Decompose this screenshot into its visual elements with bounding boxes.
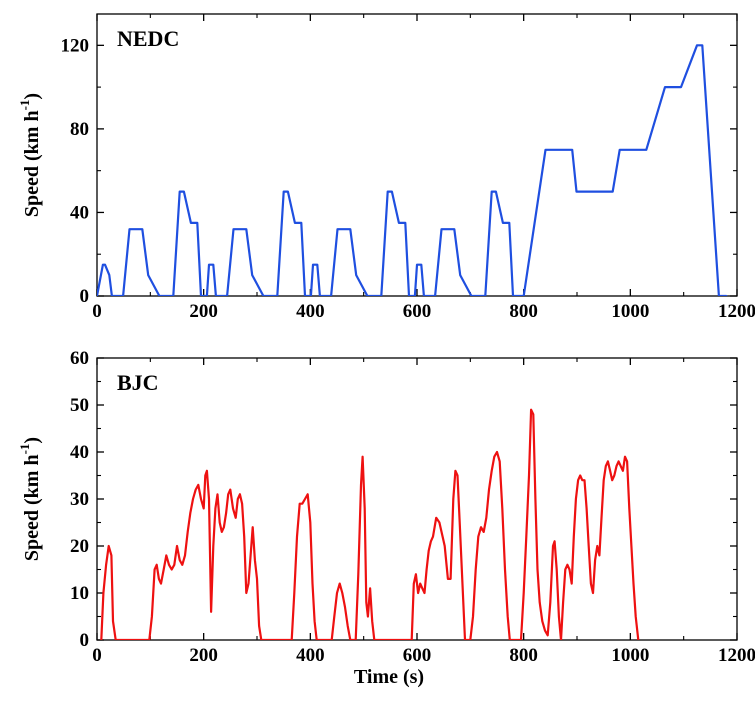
y-axis-label-close: ) — [21, 93, 43, 100]
x-tick-label: 400 — [296, 301, 325, 322]
y-tick-label: 0 — [80, 630, 90, 651]
y-axis-label: Speed (km h-1) — [17, 93, 43, 217]
y-axis-label-superscript: -1 — [17, 100, 32, 111]
y-axis-label-main: Speed (km h — [21, 454, 43, 561]
y-tick-label: 120 — [61, 35, 90, 56]
series-line-0 — [100, 408, 640, 640]
panel-title: BJC — [117, 370, 159, 395]
panel-nedc: 0 200 400 600 800 1000 1200 0 40 80 120 NEDC Speed (… — [17, 13, 755, 322]
y-tick-label: 40 — [70, 442, 89, 463]
x-tick-label: 0 — [92, 301, 102, 322]
x-tick-label: 1200 — [718, 301, 755, 322]
x-axis-label: Time (s) — [354, 666, 424, 688]
y-tick-label: 20 — [70, 536, 89, 557]
x-tick-label: 800 — [509, 301, 538, 322]
x-tick-label: 1000 — [611, 301, 649, 322]
x-tick-label: 200 — [189, 301, 218, 322]
y-tick-label: 60 — [70, 348, 89, 369]
x-tick-label: 400 — [296, 645, 325, 666]
panel-bjc: 0 200 400 600 800 1000 1200 0 10 20 30 40 50 60 BJC Spe… — [17, 348, 755, 688]
x-tick-label: 1000 — [611, 645, 649, 666]
y-tick-label: 0 — [80, 286, 90, 307]
panel-title: NEDC — [117, 26, 179, 51]
x-tick-label: 600 — [403, 645, 432, 666]
y-tick-label: 10 — [70, 583, 89, 604]
y-tick-label: 80 — [70, 119, 89, 140]
x-tick-label: 600 — [403, 301, 432, 322]
y-axis-label-close: ) — [21, 437, 43, 444]
y-axis-label-main: Speed (km h — [21, 110, 43, 217]
y-tick-label: 40 — [70, 202, 89, 223]
y-axis-label-superscript: -1 — [17, 444, 32, 455]
x-tick-label: 800 — [509, 645, 538, 666]
x-tick-label: 1200 — [718, 645, 755, 666]
y-tick-label: 30 — [70, 489, 89, 510]
x-tick-label: 0 — [92, 645, 102, 666]
y-tick-label: 50 — [70, 395, 89, 416]
x-tick-label: 200 — [189, 645, 218, 666]
y-axis-label: Speed (km h-1) — [17, 437, 43, 561]
series-line-0 — [97, 44, 728, 296]
plot-frame — [96, 13, 738, 297]
